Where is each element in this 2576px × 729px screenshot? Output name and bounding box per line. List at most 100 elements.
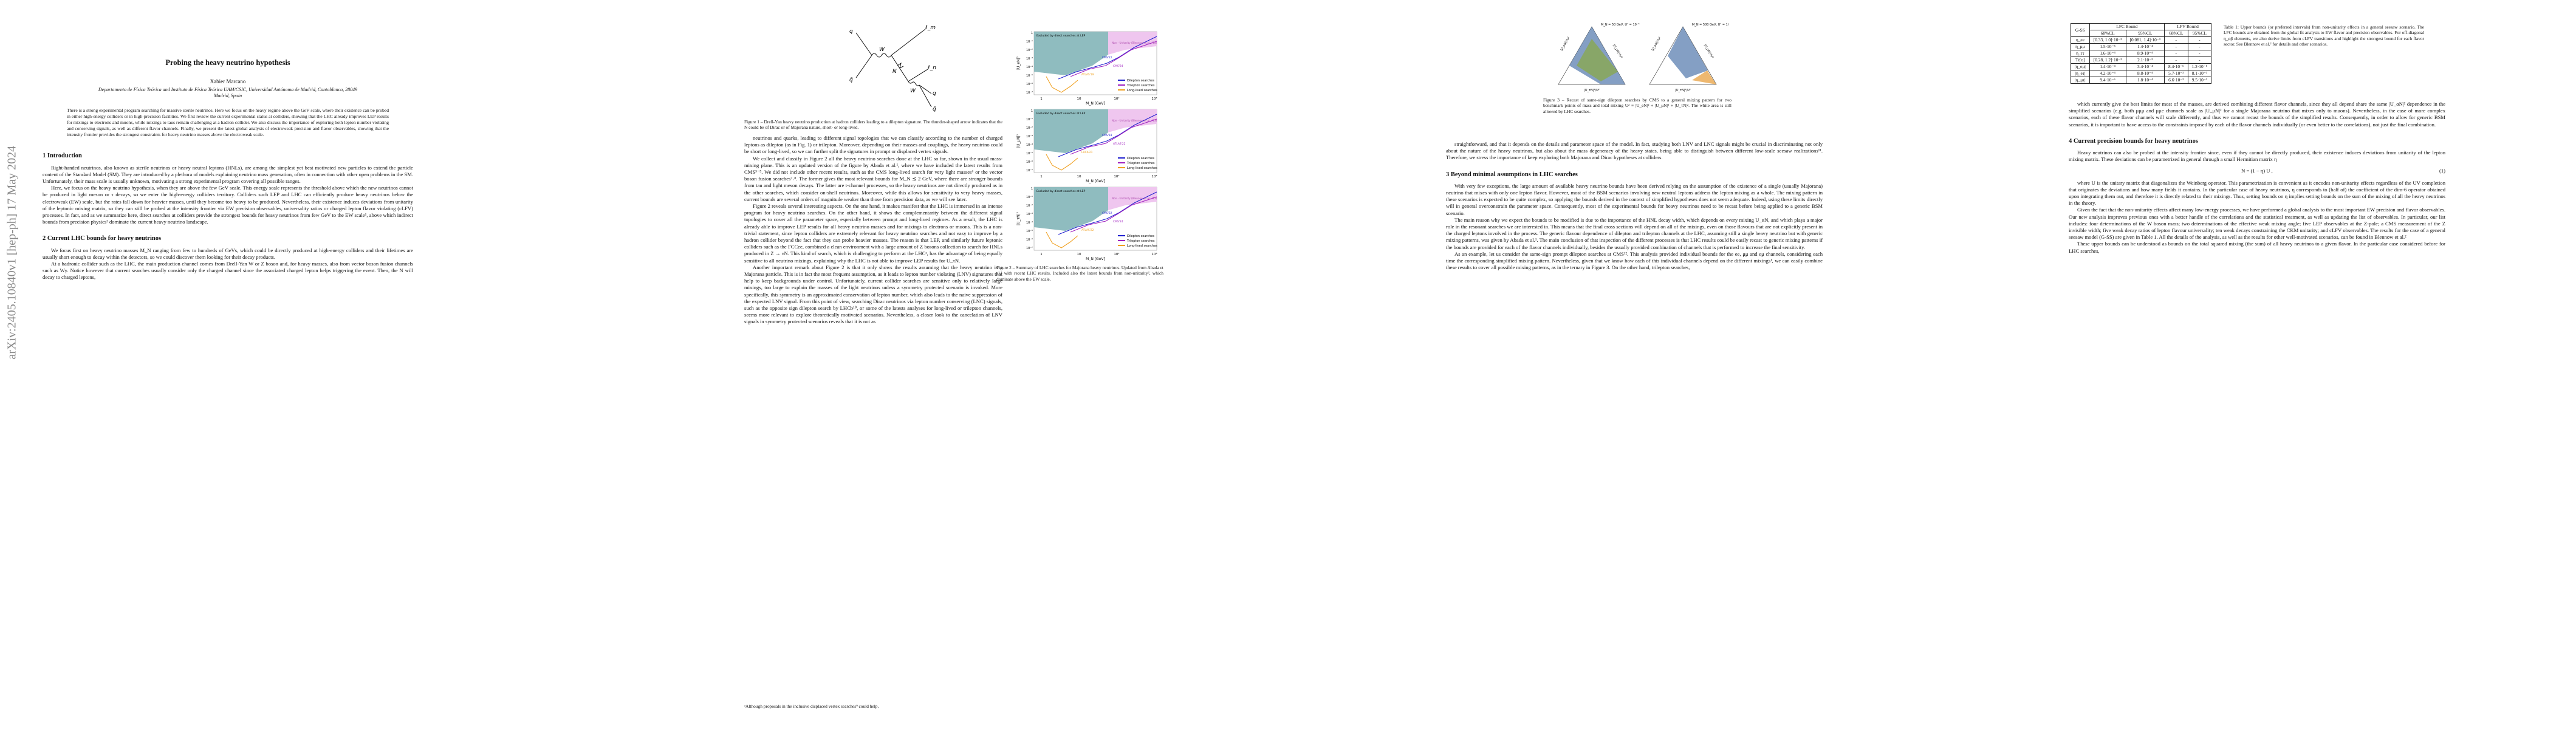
figure-caption: Figure 2 – Summary of LHC searches for M… xyxy=(996,265,1163,282)
x-tick-label: 10³ xyxy=(1151,174,1157,179)
y-tick-label: 10⁻⁶ xyxy=(1026,160,1033,164)
search-label: CMS'18 xyxy=(1102,134,1112,137)
table: G-SS LFC Bound LFV Bound 68%CL 95%CL 68%CL 95%… xyxy=(2071,23,2212,84)
y-tick-label: 10⁻⁶ xyxy=(1026,83,1033,86)
search-curve xyxy=(1046,231,1078,248)
ternary: M_N = 500 GeV, U² = 10⁻³ |U_eN|²/U² |U_μN|… xyxy=(1649,23,1728,92)
diagram-label: q̄ xyxy=(933,106,936,112)
heading: 1 Introduction xyxy=(43,152,82,160)
x-tick-label: 10 xyxy=(1077,175,1081,179)
quark-line xyxy=(919,84,932,108)
quark-line xyxy=(919,84,932,94)
y-tick-label: 1 xyxy=(1031,32,1033,35)
x-tick-label: 10² xyxy=(1114,97,1119,101)
y-tick-label: 10⁻⁵ xyxy=(1026,230,1033,233)
lep-label: Excluded by direct searches at LEP xyxy=(1036,112,1086,115)
search-label: CMS'22 xyxy=(1102,56,1112,60)
legend-label: Trilepton searches xyxy=(1126,239,1155,243)
table-cell: η_ee xyxy=(2071,36,2090,44)
title: Probing the heavy neutrino hypothesis xyxy=(165,58,290,67)
legend-label: Long-lived searches xyxy=(1127,166,1157,170)
y-axis-label: |U_τN|² xyxy=(1016,211,1021,225)
paragraph: Given the fact that the non-unitarity ef… xyxy=(2069,207,2445,241)
x-tick-label: 10 xyxy=(1077,97,1081,101)
table-cell: - xyxy=(2164,50,2188,57)
table-row: |η_eμ| 1.4·10⁻⁴ 3.4·10⁻⁴ 8.4·10⁻⁶ 1.2·10⁻⁵ xyxy=(2071,63,2212,70)
w-boson xyxy=(908,81,920,86)
search-label: CMS'22 xyxy=(1102,211,1112,215)
search-curve xyxy=(1070,196,1157,233)
y-tick-label: 10⁻⁵ xyxy=(1026,74,1033,78)
nonunitarity-region xyxy=(1108,109,1157,132)
heading: 4 Current precision bounds for heavy neu… xyxy=(2069,137,2198,145)
nonunitarity-label: Non - Unitarity (Blennow et al., '23) xyxy=(1112,197,1157,200)
legend-label: Dilepton searches xyxy=(1127,157,1154,160)
page: neutrinos and quarks, leading to differe… xyxy=(744,135,1002,326)
search-label: ATLAS'19 xyxy=(1081,73,1094,77)
paragraph: Figure 2 reveals several interesting asp… xyxy=(744,203,1002,264)
table-cell: - xyxy=(2187,43,2212,50)
paragraph: Here, we focus on the heavy neutrino hyp… xyxy=(43,185,413,225)
ternary-plots: M_N = 50 GeV, U² = 10⁻⁶ |U_eN|²/U² |U_μN|²… xyxy=(1558,23,1728,92)
ternary-axis: |U_τN|²/U² xyxy=(1675,89,1691,92)
table-header: 68%CL xyxy=(2164,30,2188,37)
nonunitarity-label: Non - Unitarity (Blennow et al., '23) xyxy=(1112,41,1157,44)
legend-label: Dilepton searches xyxy=(1127,79,1154,83)
lepton-line xyxy=(908,69,928,82)
table-cell: [0.33, 1.0]·10⁻³ xyxy=(2089,36,2126,44)
table-row: Tr[η] [0.28, 1.2]·10⁻³ 2.1·10⁻³ - - xyxy=(2071,56,2212,64)
search-curve xyxy=(1070,118,1157,155)
y-tick-label: 10⁻⁷ xyxy=(1026,169,1033,173)
table-wrapper: G-SS LFC Bound LFV Bound 68%CL 95%CL 68%CL 95%… xyxy=(2071,23,2212,84)
table-cell: 1.8·10⁻⁴ xyxy=(2125,77,2165,84)
table-cell: |η_eμ| xyxy=(2071,63,2090,70)
table-cell: - xyxy=(2187,56,2212,64)
y-tick-label: 10⁻¹ xyxy=(1026,40,1033,44)
y-tick-label: 10⁻³ xyxy=(1026,213,1033,216)
table-cell: 5.7·10⁻³ xyxy=(2164,70,2188,77)
table-row: η_μμ 1.5·10⁻⁵ 1.4·10⁻⁴ - - xyxy=(2071,43,2212,50)
table-cell: 1.5·10⁻⁵ xyxy=(2089,43,2126,50)
table-cell: - xyxy=(2187,50,2212,57)
table-caption: Table 1: Upper bounds (or preferred inte… xyxy=(2224,24,2424,47)
nonunitarity-region xyxy=(1108,32,1157,55)
legend-label: Long-lived searches xyxy=(1127,244,1157,248)
diagram-label: W xyxy=(910,88,916,94)
table-row: η_ττ 1.6·10⁻⁴ 8.9·10⁻⁴ - - xyxy=(2071,50,2212,57)
table-header: LFC Bound xyxy=(2089,23,2165,30)
x-axis-label: M_N [GeV] xyxy=(1086,101,1105,106)
excluded-region xyxy=(1692,70,1716,84)
page: straightforward, and that it depends on … xyxy=(1446,141,1823,271)
table-cell: 8.8·10⁻⁴ xyxy=(2125,70,2165,77)
search-label: LHCb'21 xyxy=(1081,151,1093,154)
y-tick-label: 10⁻⁴ xyxy=(1026,66,1033,69)
table-cell: - xyxy=(2164,36,2188,44)
y-tick-label: 10⁻² xyxy=(1026,49,1033,52)
paragraph: We collect and classify in Figure 2 all … xyxy=(744,155,1002,202)
table-cell: [0.081, 1.4]·10⁻³ xyxy=(2125,36,2165,44)
ternary-axis: |U_μN|²/U² xyxy=(1703,44,1714,59)
table-cell: |η_μτ| xyxy=(2071,77,2090,84)
table-cell: 1.2·10⁻⁵ xyxy=(2187,63,2212,70)
search-curve xyxy=(1046,76,1078,93)
thunder-arrow xyxy=(897,62,904,69)
equation: N = (1 − η) U , (1) xyxy=(2069,168,2445,174)
table-cell: [0.28, 1.2]·10⁻³ xyxy=(2089,56,2126,64)
table-cell: 1.6·10⁻⁴ xyxy=(2089,50,2126,57)
table-cell: Tr[η] xyxy=(2071,56,2090,64)
table-cell: 1.4·10⁻⁴ xyxy=(2125,43,2165,50)
y-tick-label: 10⁻⁴ xyxy=(1026,221,1033,225)
ternary-axis: |U_eN|²/U² xyxy=(1651,36,1662,52)
figure-caption: Figure 3 – Recast of same-sign dilepton … xyxy=(1543,97,1732,114)
feynman-diagram: q q̄ W ℓ_m N W ℓ_n q q̄ xyxy=(849,25,936,112)
legend-label: Trilepton searches xyxy=(1126,84,1155,87)
ternary: M_N = 50 GeV, U² = 10⁻⁶ |U_eN|²/U² |U_μN|²… xyxy=(1558,23,1639,92)
table-row: η_ee [0.33, 1.0]·10⁻³ [0.081, 1.4]·10⁻³ - - xyxy=(2071,36,2212,44)
table-cell: - xyxy=(2164,56,2188,64)
x-tick-label: 10³ xyxy=(1151,252,1157,256)
author: Xabier Marcano xyxy=(210,78,246,85)
figure-plots: 1 10 10² 10³ 10⁻⁷ 10⁻⁶ 10⁻⁵ 10⁻⁴ 10⁻³ 10⁻² 10⁻¹ 1 M_… xyxy=(1016,31,1157,261)
table-row: |η_μτ| 9.4·10⁻⁶ 1.8·10⁻⁴ 6.6·10⁻³ 9.5·10⁻³ xyxy=(2071,77,2212,84)
y-tick-label: 10⁻⁷ xyxy=(1026,247,1033,250)
search-label: ATLAS'22 xyxy=(1113,142,1126,146)
